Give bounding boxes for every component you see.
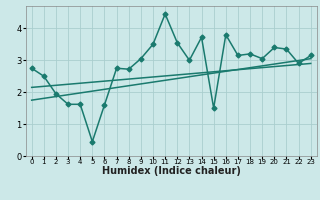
X-axis label: Humidex (Indice chaleur): Humidex (Indice chaleur) (102, 166, 241, 176)
